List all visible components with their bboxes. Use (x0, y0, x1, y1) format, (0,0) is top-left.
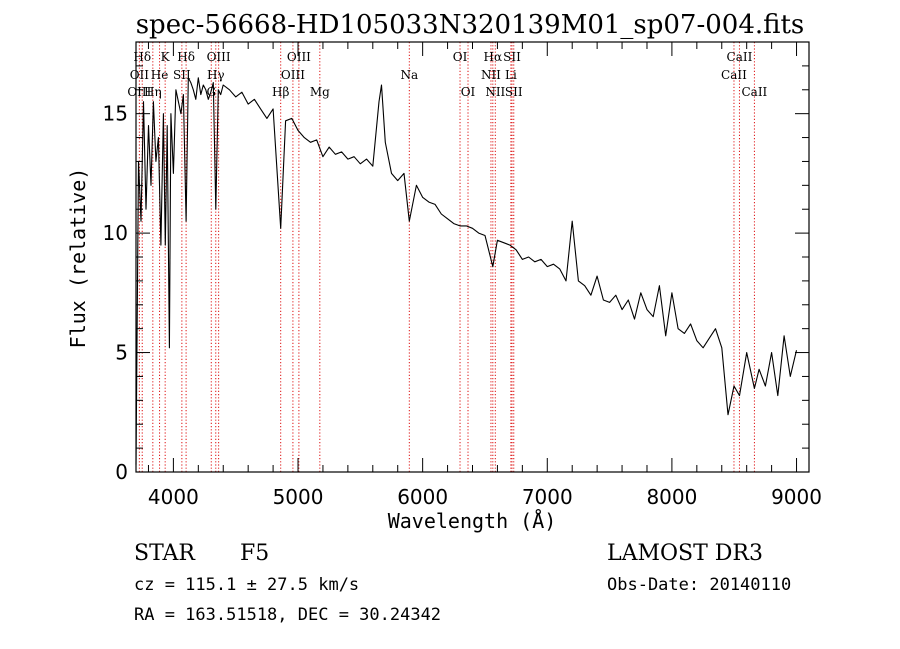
line-label: K (161, 50, 171, 64)
y-tick-label: 0 (115, 460, 128, 484)
y-tick-label: 10 (103, 221, 128, 245)
redshift-readout: cz = 115.1 ± 27.5 km/s (134, 575, 359, 595)
y-axis-label: Flux (relative) (66, 168, 90, 349)
line-label: SII (173, 68, 191, 82)
survey-name: LAMOST DR3 (607, 541, 763, 566)
spectrum-series-line (135, 77, 798, 465)
line-label: Hβ (272, 85, 289, 99)
x-axis-label: Wavelength (Å) (388, 509, 557, 533)
line-label: Hγ (207, 68, 225, 82)
object-class: STAR (134, 541, 196, 566)
line-label: Hη (144, 85, 162, 99)
line-label: Hα (484, 50, 503, 64)
line-label: NII (481, 68, 501, 82)
obs-date: Obs-Date: 20140110 (607, 575, 791, 595)
line-label: OIII (207, 50, 231, 64)
line-label: Li (505, 68, 517, 82)
line-label: CaII (721, 68, 747, 82)
x-tick-label: 7000 (522, 485, 573, 509)
x-tick-label: 4000 (148, 485, 199, 509)
line-label: OII (130, 68, 150, 82)
y-axis: 0 5 10 15 (103, 41, 809, 484)
line-label: He (151, 68, 169, 82)
line-label: CaII (727, 50, 753, 64)
line-label: Mg (310, 85, 330, 99)
object-subclass: F5 (240, 541, 269, 566)
x-tick-label: 5000 (273, 485, 324, 509)
line-label: OIII (287, 50, 311, 64)
plot-frame (135, 41, 810, 473)
y-tick-label: 5 (115, 341, 128, 365)
line-label: OI (453, 50, 468, 64)
line-label: NII (485, 85, 505, 99)
line-label: Na (400, 68, 418, 82)
line-label: OIII (281, 68, 305, 82)
x-axis: 4000 5000 6000 7000 8000 9000 (148, 42, 822, 509)
spectral-line-markers (138, 42, 755, 472)
line-label: Hδ (177, 50, 195, 64)
line-label: SII (503, 50, 521, 64)
line-label: CaII (741, 85, 767, 99)
chart-title: spec-56668-HD105033N320139M01_sp07-004.f… (136, 10, 805, 40)
x-tick-label: 9000 (771, 485, 822, 509)
line-label: OIII (127, 85, 151, 99)
x-tick-label: 6000 (397, 485, 448, 509)
line-label: OI (461, 85, 476, 99)
coordinates-readout: RA = 163.51518, DEC = 30.24342 (134, 605, 441, 625)
y-tick-label: 15 (103, 102, 128, 126)
x-tick-label: 8000 (646, 485, 697, 509)
line-label: Hδ (133, 50, 151, 64)
line-label: SII (505, 85, 523, 99)
